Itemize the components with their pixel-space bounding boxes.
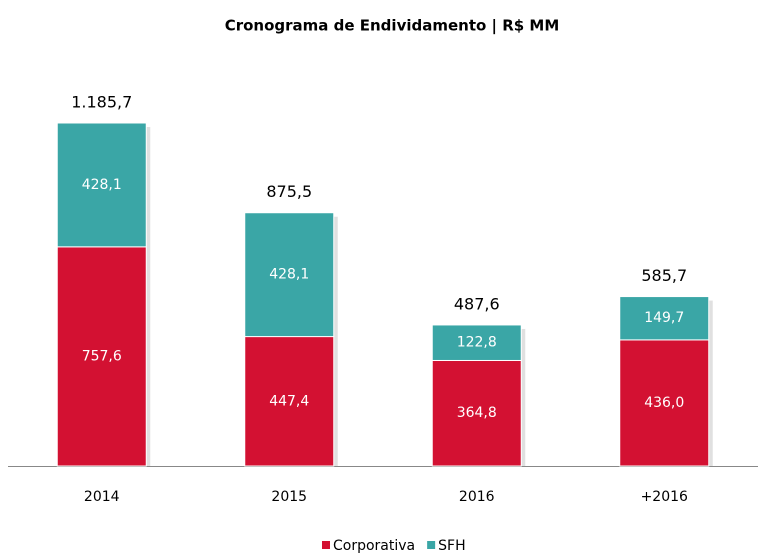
data-label: 436,0 xyxy=(644,395,684,411)
data-label: 364,8 xyxy=(457,405,497,421)
legend-swatch xyxy=(427,541,436,549)
legend-label: Corporativa xyxy=(333,538,415,554)
data-label: 447,4 xyxy=(269,393,309,409)
x-tick-label: 2014 xyxy=(84,489,120,505)
bar-segment xyxy=(431,359,522,467)
data-label: 428,1 xyxy=(269,267,309,283)
total-label: 487,6 xyxy=(454,294,500,313)
data-label: 428,1 xyxy=(82,177,122,193)
x-tick-label: 2015 xyxy=(271,489,307,505)
legend-label: SFH xyxy=(438,538,465,554)
bar-segment xyxy=(56,122,147,248)
bar-segment xyxy=(56,246,147,467)
legend-swatch xyxy=(322,541,330,549)
data-label: 149,7 xyxy=(644,310,684,326)
data-label: 122,8 xyxy=(457,335,497,351)
x-tick-label: 2016 xyxy=(459,489,495,505)
total-label: 585,7 xyxy=(641,266,687,285)
x-tick-label: +2016 xyxy=(641,489,688,505)
bar-segment xyxy=(431,324,522,361)
bar-segment xyxy=(244,212,335,338)
bar-segment xyxy=(244,336,335,467)
data-label: 757,6 xyxy=(82,348,122,364)
bar-segment xyxy=(619,339,710,467)
bar-segment xyxy=(619,296,710,341)
total-label: 1.185,7 xyxy=(71,93,132,112)
chart-title: Cronograma de Endividamento | R$ MM xyxy=(225,17,560,36)
total-label: 875,5 xyxy=(266,182,312,201)
